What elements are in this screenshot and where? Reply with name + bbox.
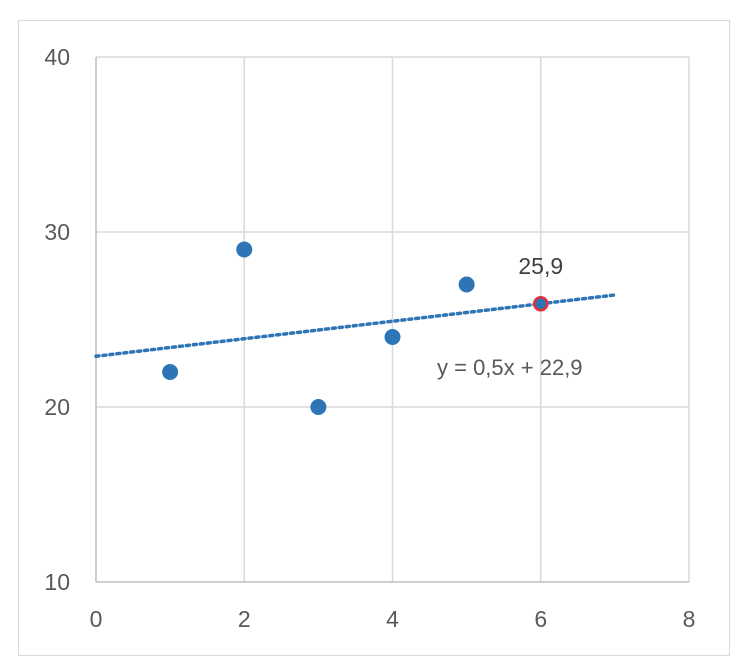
x-tick-label: 4 — [386, 606, 399, 632]
grid-lines — [96, 56, 690, 582]
trendline — [94, 293, 617, 358]
data-point — [162, 364, 179, 380]
x-tick-label: 6 — [534, 606, 547, 632]
x-tick-labels: 0 2 4 6 8 — [90, 606, 696, 632]
labels: 25,9 y = 0,5x + 22,9 — [437, 253, 583, 380]
y-tick-label: 20 — [44, 394, 70, 420]
y-tick-labels: 10 20 30 40 — [44, 44, 70, 595]
data-point — [458, 276, 475, 293]
scatter-chart: 0 2 4 6 8 10 20 30 40 25,9 y = 0,5x + 22,9 — [44, 44, 696, 632]
trendline-equation: y = 0,5x + 22,9 — [437, 355, 583, 380]
highlight-point — [533, 296, 549, 312]
y-tick-label: 10 — [44, 569, 70, 595]
data-point — [310, 399, 327, 415]
y-tick-label: 30 — [44, 219, 70, 245]
x-tick-label: 2 — [238, 606, 251, 632]
highlight-point-label: 25,9 — [518, 253, 563, 279]
data-points — [162, 241, 549, 415]
axes — [95, 57, 689, 583]
x-tick-label: 0 — [90, 606, 103, 632]
trendline-group — [94, 293, 617, 358]
chart-frame: 0 2 4 6 8 10 20 30 40 25,9 y = 0,5x + 22,9 — [18, 20, 730, 656]
data-point — [384, 329, 401, 345]
y-tick-label: 40 — [44, 44, 70, 70]
data-point — [236, 241, 253, 258]
x-tick-label: 8 — [683, 606, 696, 632]
